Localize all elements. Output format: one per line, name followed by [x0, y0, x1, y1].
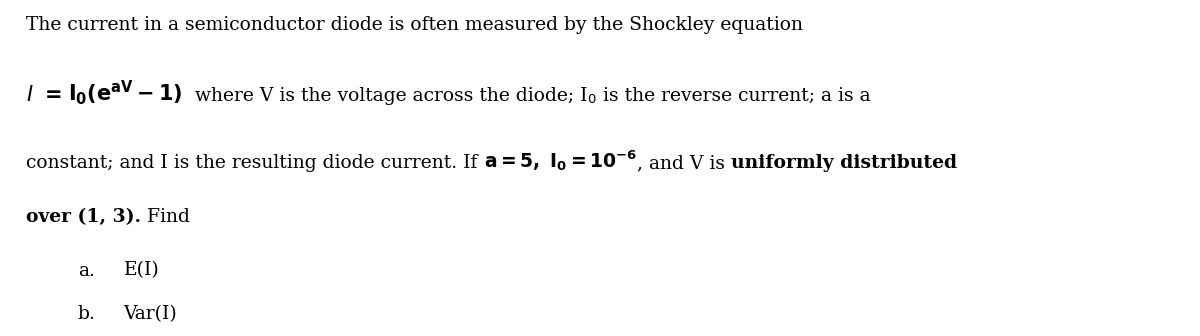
Text: over (1, 3).: over (1, 3). [26, 208, 142, 226]
Text: where V is the voltage across the diode; I: where V is the voltage across the diode;… [182, 87, 587, 105]
Text: $\mathbf{\mathit{I}}$: $\mathbf{\mathit{I}}$ [26, 85, 34, 105]
Text: a.: a. [78, 261, 95, 280]
Text: Find: Find [142, 208, 191, 226]
Text: $_0$: $_0$ [587, 88, 596, 106]
Text: , and V is: , and V is [637, 154, 731, 172]
Text: $\mathbf{=}$: $\mathbf{=}$ [34, 86, 68, 105]
Text: Var(I): Var(I) [124, 305, 178, 323]
Text: b.: b. [78, 305, 96, 323]
Text: uniformly distributed: uniformly distributed [731, 154, 958, 172]
Text: $\mathbf{a = 5,\ I_0 = 10^{-6}}$: $\mathbf{a = 5,\ I_0 = 10^{-6}}$ [484, 149, 637, 173]
Text: is the reverse current; a is a: is the reverse current; a is a [596, 87, 870, 105]
Text: $\mathbf{I_0(e^{aV}-1)}$: $\mathbf{I_0(e^{aV}-1)}$ [68, 78, 182, 107]
Text: E(I): E(I) [124, 261, 160, 280]
Text: The current in a semiconductor diode is often measured by the Shockley equation: The current in a semiconductor diode is … [26, 16, 804, 34]
Text: constant; and I is the resulting diode current. If: constant; and I is the resulting diode c… [26, 154, 484, 172]
